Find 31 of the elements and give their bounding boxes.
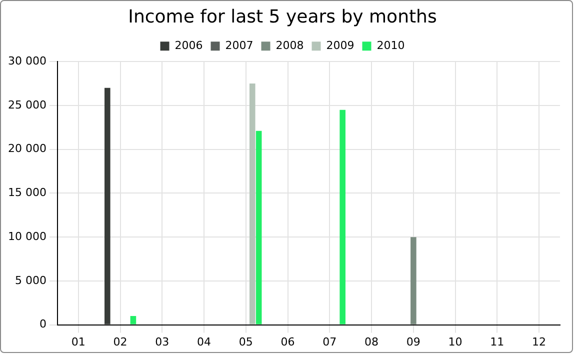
x-tick-label: 03 [155, 335, 170, 348]
x-tick-label: 01 [71, 335, 86, 348]
y-tick-label: 20 000 [8, 142, 46, 156]
legend-label: 2007 [225, 38, 254, 52]
legend-label: 2010 [376, 38, 405, 52]
x-tick-label: 09 [406, 335, 420, 348]
legend-label: 2006 [174, 38, 203, 52]
chart-title: Income for last 5 years by months [128, 6, 437, 28]
legend-label: 2009 [326, 38, 354, 52]
bar [249, 84, 256, 324]
x-tick-label: 11 [490, 335, 504, 348]
y-tick-label: 5 000 [14, 274, 46, 287]
bar [256, 130, 262, 324]
x-tick-label: 02 [113, 335, 128, 348]
x-tick-label: 12 [532, 335, 546, 348]
x-tick-label: 05 [238, 335, 253, 348]
bar [340, 110, 346, 324]
y-tick-label: 25 000 [8, 98, 46, 112]
x-tick-label: 10 [448, 335, 462, 348]
x-tick-label: 04 [197, 335, 212, 348]
y-tick-label: 15 000 [8, 186, 46, 200]
bar [410, 237, 416, 324]
x-tick-label: 06 [280, 335, 295, 348]
bar [104, 88, 110, 324]
x-tick-label: 07 [322, 335, 337, 348]
y-tick-label: 10 000 [8, 230, 46, 243]
y-tick-label: 0 [39, 318, 46, 331]
bar [130, 316, 136, 324]
legend-label: 2008 [276, 38, 304, 52]
x-tick-label: 08 [364, 335, 379, 348]
y-tick-label: 30 000 [8, 54, 46, 68]
